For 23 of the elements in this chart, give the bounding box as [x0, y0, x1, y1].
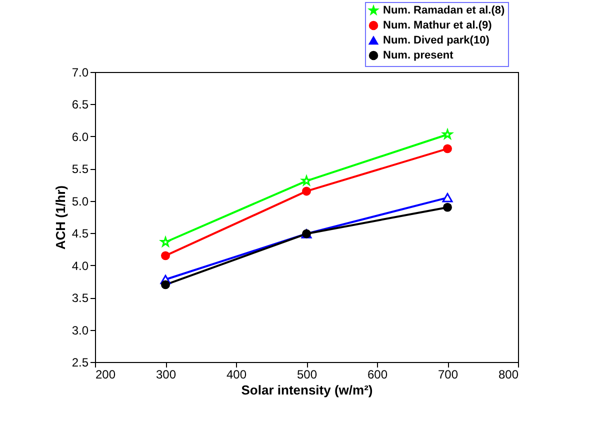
x-tick-label: 600 [367, 368, 388, 382]
y-tick-label: 7.0 [72, 66, 89, 80]
y-tick-label: 3.0 [72, 323, 89, 338]
y-tick-label: 5.0 [72, 194, 89, 208]
x-tick-label: 400 [226, 368, 247, 382]
y-tick-label: 3.5 [72, 291, 89, 306]
legend-label: Num. Mathur et al.(9) [383, 20, 492, 32]
x-tick-label: 800 [498, 368, 519, 382]
x-tick-label: 500 [296, 368, 318, 382]
y-tick-label: 6.5 [72, 98, 89, 112]
y-axis-title: ACH (1/hr) [52, 185, 68, 250]
y-tick-label: 4.5 [72, 226, 89, 241]
x-tick-label: 700 [438, 368, 458, 382]
x-tick-label: 200 [96, 368, 116, 382]
x-tick-label: 300 [156, 368, 176, 382]
legend-label: Num. Ramadan et al.(8) [383, 4, 505, 16]
legend-label: Num. Dived park(10) [383, 34, 490, 46]
y-tick-label: 4.0 [72, 258, 89, 273]
y-tick-label: 5.5 [72, 162, 89, 176]
legend-label: Num. present [383, 50, 454, 62]
y-tick-label: 6.0 [72, 130, 89, 144]
x-axis-title: Solar intensity (w/m²) [241, 382, 373, 398]
y-tick-label: 2.5 [72, 356, 89, 370]
